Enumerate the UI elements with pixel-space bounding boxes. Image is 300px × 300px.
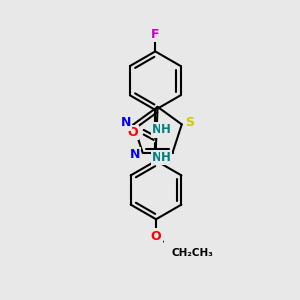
- Text: N: N: [130, 148, 140, 161]
- Text: F: F: [151, 28, 160, 41]
- Text: H: H: [161, 123, 171, 136]
- Text: CH₂CH₃: CH₂CH₃: [172, 248, 213, 258]
- Text: H: H: [161, 151, 171, 164]
- Text: O: O: [127, 126, 137, 139]
- Text: N: N: [152, 123, 162, 136]
- Text: O: O: [151, 230, 161, 243]
- Text: S: S: [185, 116, 194, 129]
- Text: N: N: [121, 116, 131, 129]
- Text: N: N: [152, 151, 162, 164]
